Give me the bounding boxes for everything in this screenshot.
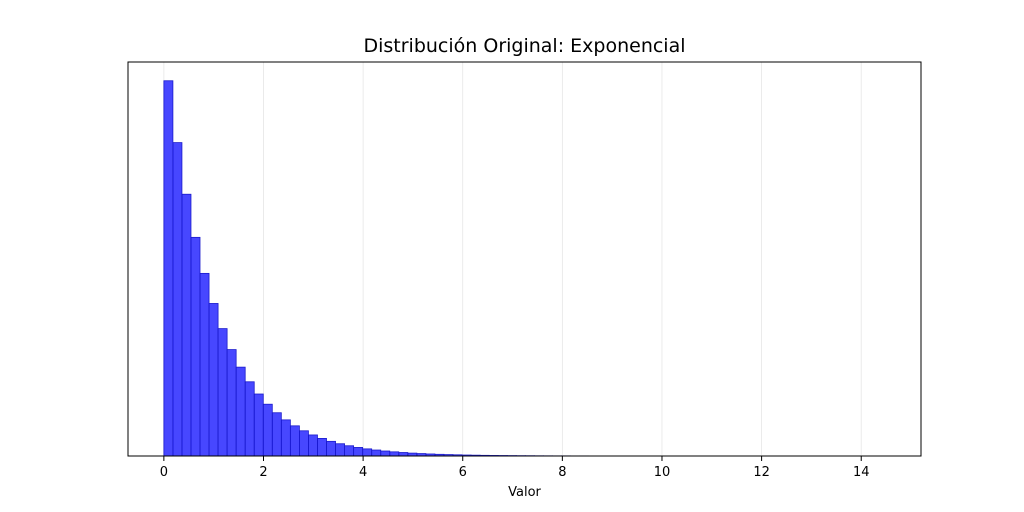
histogram-bar-13 — [280, 419, 291, 457]
histogram-bar-11 — [262, 403, 273, 457]
histogram-bar-6 — [217, 328, 228, 457]
x-tick-label-4: 8 — [558, 465, 566, 480]
chart-title: Distribución Original: Exponencial — [363, 35, 685, 57]
histogram-bar-3 — [190, 236, 201, 457]
histogram-bar-8 — [235, 366, 246, 457]
histogram-bar-5 — [208, 303, 219, 457]
x-tick-label-1: 2 — [259, 465, 267, 480]
histogram-bar-7 — [226, 349, 237, 457]
x-axis-label: Valor — [508, 485, 541, 500]
histogram-bar-19 — [335, 443, 345, 457]
grid-lines — [163, 62, 862, 456]
histogram-bar-12 — [271, 412, 282, 457]
x-tick-label-3: 6 — [459, 465, 467, 480]
x-tick-label-0: 0 — [160, 465, 168, 480]
histogram-bar-21 — [353, 447, 364, 457]
histogram-bar-10 — [253, 393, 264, 457]
x-axis-ticks: 0 2 4 6 8 10 12 14 — [160, 456, 870, 480]
histogram-bar-14 — [289, 425, 300, 457]
histogram-bar-20 — [344, 445, 355, 457]
histogram-bar-18 — [326, 440, 336, 457]
histogram-bar-4 — [199, 272, 210, 457]
histogram-bar-24 — [380, 450, 391, 457]
x-tick-label-2: 4 — [359, 465, 367, 480]
histogram-bar-0 — [163, 80, 174, 457]
x-tick-label-6: 12 — [753, 465, 770, 480]
histogram-bars — [163, 80, 671, 457]
histogram-bar-15 — [299, 430, 309, 457]
histogram-bar-25 — [389, 451, 400, 457]
histogram-bar-23 — [371, 449, 382, 457]
histogram-bar-22 — [362, 448, 373, 457]
x-tick-label-5: 10 — [654, 465, 671, 480]
x-tick-label-7: 14 — [853, 465, 870, 480]
histogram-bar-26 — [398, 452, 409, 457]
plot-frame — [127, 61, 922, 457]
histogram-bar-16 — [308, 434, 318, 457]
histogram-bar-2 — [181, 193, 192, 457]
histogram-bar-9 — [244, 381, 255, 457]
histogram-bar-17 — [317, 438, 327, 457]
histogram-bar-1 — [172, 142, 183, 457]
